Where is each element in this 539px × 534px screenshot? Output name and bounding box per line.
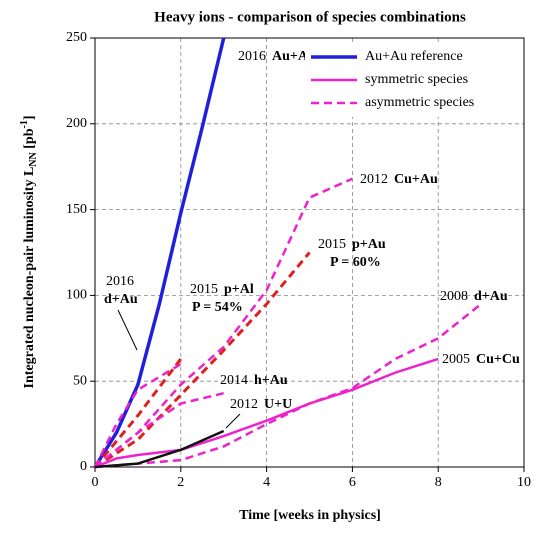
series-year: 2016 bbox=[238, 49, 266, 64]
series-line bbox=[93, 362, 182, 468]
series-note: P = 60% bbox=[330, 255, 381, 270]
series-label: Cu+Au bbox=[394, 172, 438, 187]
series-label: p+Au bbox=[352, 237, 386, 252]
series-line bbox=[93, 357, 182, 468]
series-label: U+U bbox=[264, 397, 292, 412]
y-tick-label: 150 bbox=[66, 202, 87, 217]
y-label-unit: [pb bbox=[22, 128, 37, 152]
series-line bbox=[94, 391, 224, 468]
series-label: h+Au bbox=[254, 373, 288, 388]
x-tick-label: 2 bbox=[177, 475, 184, 490]
x-tick-label: 6 bbox=[349, 475, 356, 490]
series-year: 2015 bbox=[318, 237, 346, 252]
legend-label: Au+Au reference bbox=[365, 49, 463, 64]
series-note: P = 54% bbox=[192, 300, 243, 315]
y-tick-label: 200 bbox=[66, 116, 87, 131]
series-year: 2005 bbox=[442, 352, 470, 367]
series-label: Cu+Cu bbox=[476, 352, 520, 367]
series-year: 2008 bbox=[440, 289, 468, 304]
series-year: 2012 bbox=[360, 172, 388, 187]
series-label: Au+Au bbox=[272, 49, 316, 64]
x-tick-label: 0 bbox=[92, 475, 99, 490]
series-year: 2016 bbox=[106, 274, 134, 289]
legend-label: symmetric species bbox=[365, 72, 468, 87]
series-label: d+Au bbox=[104, 292, 138, 307]
y-tick-label: 50 bbox=[73, 373, 87, 388]
series-year: 2014 bbox=[220, 373, 248, 388]
annotation-arrow bbox=[117, 309, 138, 351]
y-tick-label: 100 bbox=[66, 288, 87, 303]
series-year: 2012 bbox=[230, 397, 258, 412]
annotation-arrow bbox=[225, 413, 241, 429]
plot-frame bbox=[94, 37, 525, 468]
x-axis-label: Time [weeks in physics] bbox=[239, 508, 381, 523]
chart-title: Heavy ions - comparison of species combi… bbox=[154, 9, 466, 25]
x-tick-label: 8 bbox=[435, 475, 442, 490]
series-label: p+Al bbox=[224, 282, 254, 297]
y-axis-label: Integrated nucleon-pair luminosity LNN [… bbox=[19, 115, 39, 388]
series-label: d+Au bbox=[474, 289, 508, 304]
series-year: 2015 bbox=[190, 282, 218, 297]
y-label-sup: -1 bbox=[19, 120, 30, 128]
y-label-sub: NN bbox=[28, 151, 39, 166]
y-label-main: Integrated nucleon-pair luminosity L bbox=[22, 167, 37, 389]
series-line bbox=[94, 177, 353, 468]
x-tick-label: 10 bbox=[517, 475, 531, 490]
series-line bbox=[94, 357, 439, 469]
series-line bbox=[94, 429, 225, 469]
x-tick-label: 4 bbox=[263, 475, 270, 490]
legend-label: asymmetric species bbox=[365, 95, 474, 110]
y-tick-label: 0 bbox=[80, 459, 87, 474]
y-tick-label: 250 bbox=[66, 30, 87, 45]
series-line bbox=[93, 37, 226, 468]
y-label-unit: ] bbox=[22, 115, 37, 120]
series-line bbox=[94, 251, 311, 469]
